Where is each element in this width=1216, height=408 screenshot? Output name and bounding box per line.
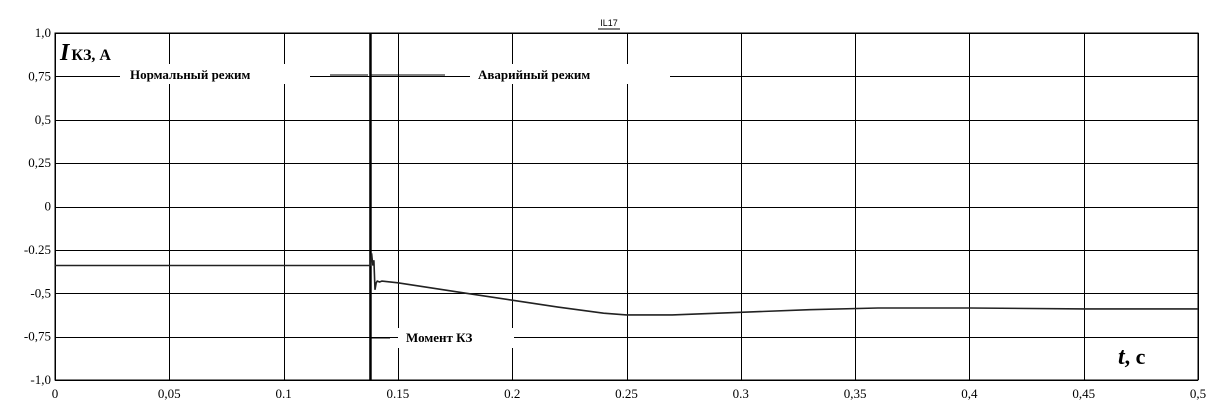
x-tick-label: 0 (52, 386, 59, 401)
series-tag: IL17 (600, 18, 618, 28)
y-tick-label: 1,0 (35, 25, 51, 40)
x-tick-label: 0.2 (504, 386, 520, 401)
y-axis-label-unit: КЗ, А (71, 47, 111, 64)
annotation-fault-moment: Момент КЗ (370, 328, 514, 348)
x-tick-label: 0.3 (733, 386, 749, 401)
x-tick-label: 0,35 (844, 386, 867, 401)
series-line-il17 (55, 253, 1198, 316)
x-axis-label-symbol: t (1118, 344, 1126, 370)
y-tick-label: 0,5 (35, 112, 51, 127)
x-tick-label: 0.25 (615, 386, 638, 401)
y-tick-label: -0.25 (24, 242, 51, 257)
xlabel-background (1110, 340, 1196, 370)
x-tick-label: 0.1 (275, 386, 291, 401)
annotation-emergency-bg (470, 64, 670, 84)
y-tick-labels: 1,0 0,75 0,5 0,25 0 -0.25 -0,5 -0,75 -1,0 (24, 25, 51, 387)
y-axis-label-symbol: I (59, 40, 71, 66)
y-axis-label: I КЗ, А (59, 40, 111, 66)
annotation-normal-text: Нормальный режим (130, 67, 250, 82)
y-tick-label: -1,0 (30, 372, 51, 387)
y-tick-label: 0 (45, 199, 52, 214)
annotation-fault-bg (398, 328, 514, 348)
annotation-fault-text: Момент КЗ (406, 330, 473, 345)
x-tick-label: 0.15 (387, 386, 410, 401)
x-tick-label: 0,5 (1190, 386, 1206, 401)
plot-frame (54, 32, 1199, 381)
annotation-emergency-mode: Аварийный режим (370, 64, 670, 84)
y-tick-label: -0,5 (30, 285, 51, 300)
annotation-emergency-text: Аварийный режим (478, 67, 590, 82)
x-tick-labels: 0 0,05 0.1 0.15 0.2 0.25 0.3 0,35 0,4 0,45 0,5 (52, 386, 1206, 401)
y-tick-label: -0,75 (24, 329, 51, 344)
x-axis-label-unit: , с (1125, 344, 1146, 369)
annotation-normal-bg (120, 64, 310, 84)
y-tick-label: 0,75 (28, 68, 51, 83)
x-axis-label: t, с (1118, 344, 1146, 370)
y-tick-label: 0,25 (28, 155, 51, 170)
annotation-normal-mode: Нормальный режим (120, 64, 368, 84)
x-tick-label: 0,05 (158, 386, 181, 401)
x-tick-label: 0,45 (1072, 386, 1095, 401)
x-tick-label: 0,4 (961, 386, 978, 401)
ylabel-background (58, 34, 162, 64)
